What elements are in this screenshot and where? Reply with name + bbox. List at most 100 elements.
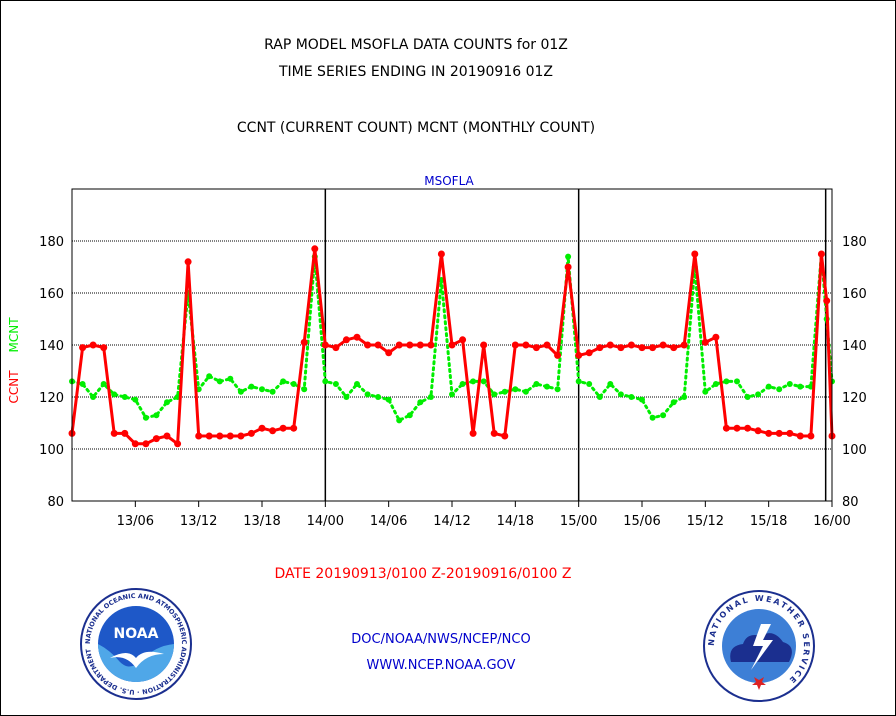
- data-point-mcnt: [79, 381, 86, 387]
- data-point-ccnt: [174, 440, 182, 448]
- data-point-ccnt: [543, 341, 551, 349]
- data-point-mcnt: [417, 399, 424, 406]
- ncep-url-link[interactable]: WWW.NCEP.NOAA.GOV: [366, 658, 516, 673]
- y-tick-label-right: 160: [842, 287, 867, 302]
- data-point-mcnt: [765, 383, 772, 390]
- data-point-mcnt: [90, 394, 97, 400]
- data-point-mcnt: [206, 373, 213, 380]
- data-point-mcnt: [501, 388, 508, 395]
- data-point-ccnt: [364, 341, 372, 349]
- y-tick-label-left: 100: [39, 443, 64, 458]
- data-point-mcnt: [723, 378, 730, 385]
- data-point-ccnt: [152, 435, 160, 443]
- x-tick-label: 13/18: [243, 514, 280, 529]
- data-point-ccnt: [691, 250, 699, 258]
- plot-area-border: [71, 188, 833, 502]
- data-point-ccnt: [237, 432, 245, 440]
- data-point-ccnt: [469, 429, 477, 437]
- data-point-ccnt: [321, 341, 329, 349]
- data-point-ccnt: [823, 297, 831, 305]
- series-ccnt: [68, 245, 836, 448]
- data-point-mcnt: [712, 381, 719, 387]
- data-point-ccnt: [754, 427, 762, 435]
- data-point-mcnt: [322, 378, 329, 385]
- x-tick-label: 14/12: [433, 514, 470, 529]
- data-point-ccnt: [342, 336, 350, 344]
- data-point-ccnt: [416, 341, 424, 349]
- data-point-ccnt: [110, 429, 118, 437]
- data-point-ccnt: [817, 250, 825, 258]
- data-point-ccnt: [480, 341, 488, 349]
- data-point-mcnt: [111, 391, 118, 398]
- data-point-ccnt: [722, 424, 730, 432]
- data-point-ccnt: [100, 344, 108, 352]
- data-point-ccnt: [638, 344, 646, 352]
- data-point-mcnt: [660, 412, 667, 419]
- series-mcnt: [69, 251, 835, 424]
- data-point-ccnt: [765, 429, 773, 437]
- data-point-mcnt: [617, 391, 624, 398]
- data-point-ccnt: [131, 440, 139, 448]
- data-point-mcnt: [565, 253, 572, 260]
- data-point-mcnt: [575, 378, 582, 385]
- data-point-mcnt: [406, 412, 413, 419]
- data-point-ccnt: [311, 245, 319, 253]
- data-point-ccnt: [649, 344, 657, 352]
- data-point-ccnt: [659, 341, 667, 349]
- data-point-ccnt: [195, 432, 203, 440]
- x-tick-label: 15/06: [623, 514, 660, 529]
- data-point-mcnt: [280, 378, 287, 385]
- data-point-ccnt: [459, 336, 467, 344]
- data-point-ccnt: [279, 424, 287, 432]
- data-point-mcnt: [375, 394, 382, 400]
- data-point-mcnt: [755, 391, 762, 398]
- data-point-mcnt: [332, 381, 339, 387]
- data-point-ccnt: [733, 424, 741, 432]
- data-point-ccnt: [258, 424, 266, 432]
- data-point-ccnt: [575, 351, 583, 359]
- data-point-mcnt: [216, 378, 223, 385]
- data-point-mcnt: [343, 394, 350, 400]
- y-tick-label-left: 120: [39, 391, 64, 406]
- y-tick-label-left: 180: [39, 235, 64, 250]
- data-point-mcnt: [396, 417, 403, 424]
- data-point-mcnt: [533, 381, 540, 387]
- data-point-mcnt: [491, 391, 498, 398]
- data-point-ccnt: [490, 429, 498, 437]
- y-axis-label-ccnt: CCNT: [7, 370, 21, 404]
- y-tick-label-left: 80: [47, 495, 64, 510]
- data-point-ccnt: [353, 333, 361, 341]
- data-point-mcnt: [385, 396, 392, 403]
- data-point-ccnt: [680, 341, 688, 349]
- data-point-ccnt: [205, 432, 213, 440]
- data-point-mcnt: [670, 399, 677, 406]
- data-point-mcnt: [607, 381, 614, 387]
- data-point-ccnt: [501, 432, 509, 440]
- x-tick-label: 13/12: [180, 514, 217, 529]
- data-point-ccnt: [585, 349, 593, 357]
- date-range-label: DATE 20190913/0100 Z-20190916/0100 Z: [274, 566, 572, 582]
- data-point-mcnt: [480, 378, 487, 385]
- data-point-ccnt: [596, 344, 604, 352]
- data-point-mcnt: [269, 388, 276, 395]
- data-point-ccnt: [437, 250, 445, 258]
- station-label: MSOFLA: [424, 174, 474, 188]
- data-point-ccnt: [79, 344, 87, 352]
- data-point-ccnt: [406, 341, 414, 349]
- org-line: DOC/NOAA/NWS/NCEP/NCO: [351, 632, 531, 647]
- data-point-mcnt: [153, 412, 160, 419]
- data-point-ccnt: [627, 341, 635, 349]
- data-point-ccnt: [332, 344, 340, 352]
- data-point-ccnt: [448, 341, 456, 349]
- data-point-mcnt: [470, 378, 477, 385]
- data-point-mcnt: [681, 394, 688, 400]
- data-point-mcnt: [459, 381, 466, 387]
- y-axis-label-mcnt: MCNT: [7, 317, 21, 353]
- data-point-mcnt: [734, 378, 740, 385]
- x-tick-label: 13/06: [117, 514, 154, 529]
- data-point-ccnt: [532, 344, 540, 352]
- data-point-ccnt: [775, 429, 783, 437]
- nws-logo: NATIONAL WEATHER SERVICE: [703, 590, 815, 702]
- data-point-ccnt: [796, 432, 804, 440]
